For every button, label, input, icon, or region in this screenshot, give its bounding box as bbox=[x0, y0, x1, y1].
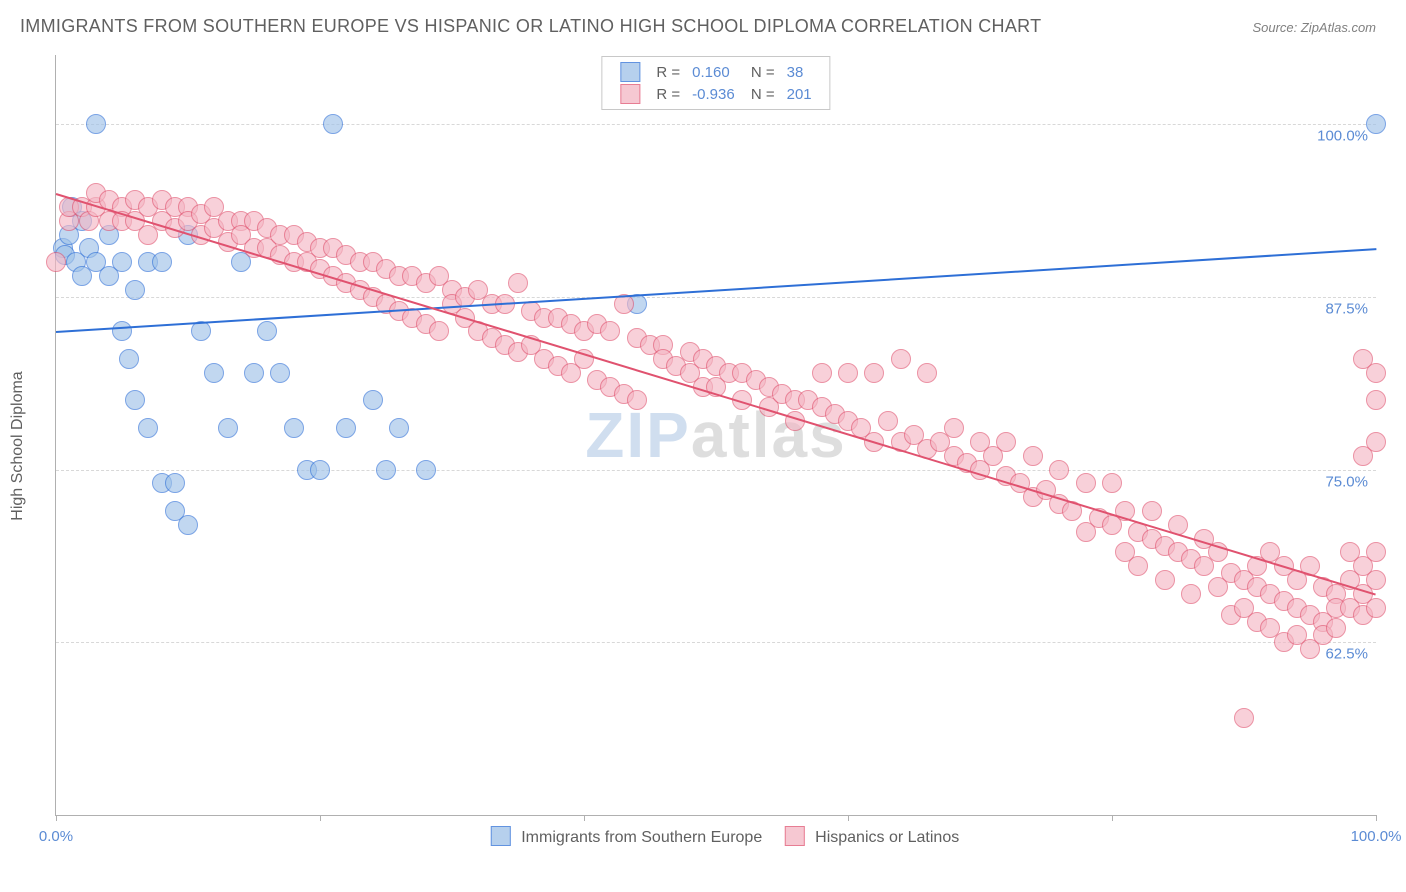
scatter-point bbox=[1366, 598, 1386, 618]
x-tick-mark bbox=[1376, 815, 1377, 821]
y-tick-label: 75.0% bbox=[1325, 473, 1368, 490]
scatter-point bbox=[1102, 473, 1122, 493]
scatter-point bbox=[46, 252, 66, 272]
scatter-point bbox=[1366, 390, 1386, 410]
x-tick-label: 100.0% bbox=[1351, 828, 1402, 845]
correlation-legend: R =0.160 N =38 R =-0.936 N =201 bbox=[601, 56, 830, 110]
scatter-point bbox=[1366, 432, 1386, 452]
scatter-point bbox=[323, 114, 343, 134]
scatter-point bbox=[310, 460, 330, 480]
scatter-point bbox=[257, 321, 277, 341]
gridline bbox=[56, 297, 1376, 298]
gridline bbox=[56, 124, 1376, 125]
scatter-point bbox=[244, 363, 264, 383]
scatter-point bbox=[864, 363, 884, 383]
y-tick-label: 100.0% bbox=[1317, 128, 1368, 145]
scatter-point bbox=[178, 515, 198, 535]
y-tick-label: 87.5% bbox=[1325, 300, 1368, 317]
scatter-point bbox=[152, 252, 172, 272]
scatter-point bbox=[944, 418, 964, 438]
scatter-point bbox=[508, 273, 528, 293]
scatter-point bbox=[1023, 446, 1043, 466]
swatch-series-0 bbox=[491, 826, 511, 846]
x-tick-mark bbox=[1112, 815, 1113, 821]
scatter-point bbox=[112, 321, 132, 341]
legend-row-series-0: R =0.160 N =38 bbox=[614, 61, 817, 83]
scatter-point bbox=[191, 321, 211, 341]
swatch-series-1 bbox=[620, 84, 640, 104]
series-0-name: Immigrants from Southern Europe bbox=[521, 829, 762, 846]
scatter-plot: ZIPatlas R =0.160 N =38 R =-0.936 N =201… bbox=[55, 55, 1376, 816]
scatter-point bbox=[1049, 460, 1069, 480]
scatter-point bbox=[917, 363, 937, 383]
scatter-point bbox=[165, 473, 185, 493]
scatter-point bbox=[996, 432, 1016, 452]
trend-line bbox=[56, 248, 1376, 333]
swatch-series-1 bbox=[785, 826, 805, 846]
scatter-point bbox=[1155, 570, 1175, 590]
scatter-point bbox=[336, 418, 356, 438]
scatter-point bbox=[878, 411, 898, 431]
scatter-point bbox=[838, 363, 858, 383]
scatter-point bbox=[125, 390, 145, 410]
scatter-point bbox=[218, 418, 238, 438]
source-attribution: Source: ZipAtlas.com bbox=[1252, 20, 1376, 35]
scatter-point bbox=[600, 321, 620, 341]
y-axis-label: High School Diploma bbox=[9, 371, 27, 520]
scatter-point bbox=[204, 363, 224, 383]
scatter-point bbox=[389, 418, 409, 438]
x-tick-mark bbox=[56, 815, 57, 821]
scatter-point bbox=[1366, 542, 1386, 562]
scatter-point bbox=[416, 460, 436, 480]
scatter-point bbox=[138, 418, 158, 438]
scatter-point bbox=[891, 349, 911, 369]
scatter-point bbox=[1234, 708, 1254, 728]
trend-line bbox=[56, 193, 1377, 596]
scatter-point bbox=[1366, 570, 1386, 590]
scatter-point bbox=[363, 390, 383, 410]
series-1-name: Hispanics or Latinos bbox=[815, 829, 959, 846]
legend-row-series-1: R =-0.936 N =201 bbox=[614, 83, 817, 105]
scatter-point bbox=[86, 114, 106, 134]
x-tick-mark bbox=[848, 815, 849, 821]
scatter-point bbox=[270, 363, 290, 383]
scatter-point bbox=[1128, 556, 1148, 576]
scatter-point bbox=[376, 460, 396, 480]
swatch-series-0 bbox=[620, 62, 640, 82]
scatter-point bbox=[284, 418, 304, 438]
scatter-point bbox=[1181, 584, 1201, 604]
scatter-point bbox=[1076, 473, 1096, 493]
y-tick-label: 62.5% bbox=[1325, 646, 1368, 663]
chart-title: IMMIGRANTS FROM SOUTHERN EUROPE VS HISPA… bbox=[20, 16, 1041, 37]
x-tick-mark bbox=[320, 815, 321, 821]
scatter-point bbox=[1142, 501, 1162, 521]
scatter-point bbox=[119, 349, 139, 369]
scatter-point bbox=[1366, 114, 1386, 134]
scatter-point bbox=[812, 363, 832, 383]
x-tick-mark bbox=[584, 815, 585, 821]
gridline bbox=[56, 642, 1376, 643]
scatter-point bbox=[1326, 618, 1346, 638]
gridline bbox=[56, 470, 1376, 471]
scatter-point bbox=[125, 280, 145, 300]
scatter-point bbox=[1366, 363, 1386, 383]
x-tick-label: 0.0% bbox=[39, 828, 73, 845]
series-legend: Immigrants from Southern Europe Hispanic… bbox=[473, 826, 959, 847]
scatter-point bbox=[112, 252, 132, 272]
scatter-point bbox=[627, 390, 647, 410]
scatter-point bbox=[429, 321, 449, 341]
